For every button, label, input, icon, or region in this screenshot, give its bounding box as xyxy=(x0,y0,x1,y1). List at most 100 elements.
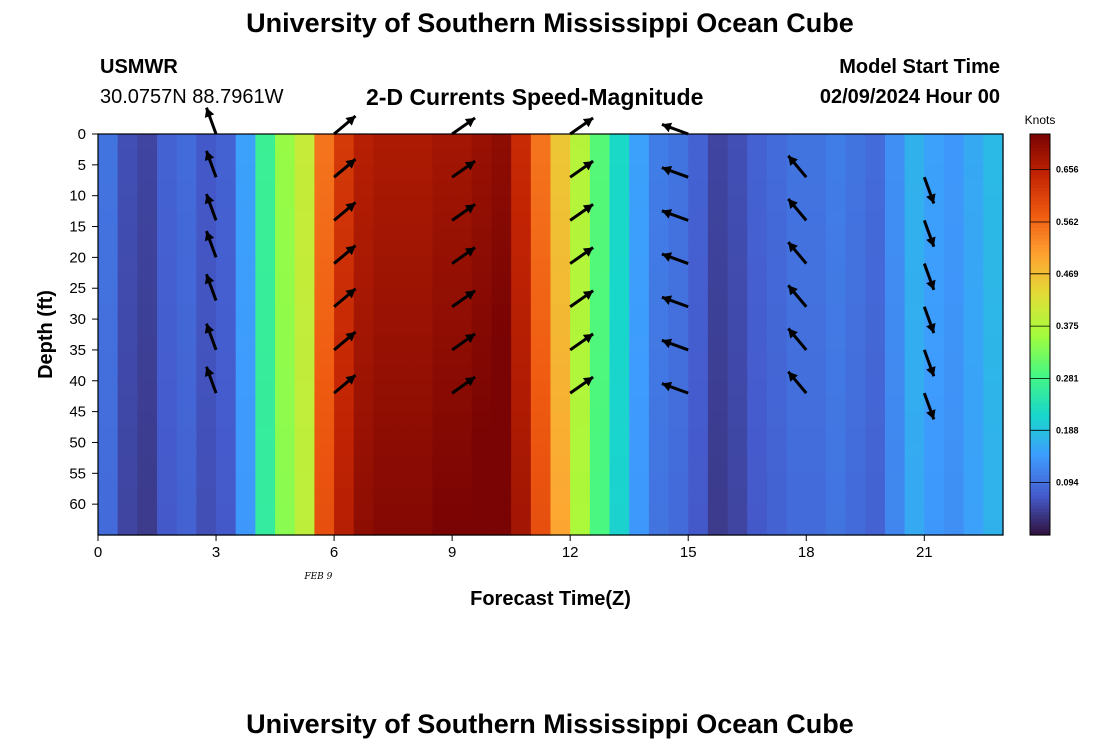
heatmap-cell xyxy=(550,473,571,490)
colorbar-segment xyxy=(1030,287,1050,292)
heatmap-cell xyxy=(629,134,650,151)
colorbar-segment xyxy=(1030,488,1050,493)
heatmap-cell xyxy=(786,457,807,474)
heatmap-cell xyxy=(688,427,709,444)
heatmap-cell xyxy=(825,211,847,228)
heatmap-cell xyxy=(393,303,414,320)
heatmap-cell xyxy=(924,519,945,536)
heatmap-cell xyxy=(98,164,119,181)
heatmap-cell xyxy=(275,226,296,243)
heatmap-cell xyxy=(707,380,729,397)
heatmap-cell xyxy=(491,257,512,274)
heatmap-cell xyxy=(983,241,1004,258)
heatmap-cell xyxy=(570,519,591,536)
heatmap-cell xyxy=(589,334,611,351)
heatmap-cell xyxy=(865,457,886,474)
heatmap-cell xyxy=(412,442,434,459)
heatmap-cell xyxy=(255,319,276,336)
current-vector-head xyxy=(788,328,798,339)
heatmap-cell xyxy=(747,211,768,228)
heatmap-cell xyxy=(98,241,119,258)
heatmap-cell xyxy=(373,149,394,166)
heatmap-cell xyxy=(157,272,178,289)
colorbar-segment xyxy=(1030,247,1050,252)
heatmap-cell xyxy=(176,427,197,444)
heatmap-cell xyxy=(963,380,984,397)
heatmap-cell xyxy=(373,272,394,289)
current-vector-head xyxy=(464,290,476,300)
heatmap-cell xyxy=(235,226,256,243)
heatmap-cell xyxy=(884,134,906,151)
heatmap-cell xyxy=(176,319,197,336)
colorbar-segment xyxy=(1030,461,1050,466)
heatmap-cell xyxy=(255,488,276,505)
heatmap-cell xyxy=(668,226,689,243)
heatmap-cell xyxy=(766,303,788,320)
heatmap-cell xyxy=(412,226,434,243)
heatmap-cell xyxy=(904,195,925,212)
heatmap-cell xyxy=(707,349,729,366)
heatmap-cell xyxy=(353,380,375,397)
heatmap-cell xyxy=(196,396,217,413)
heatmap-cell xyxy=(943,442,965,459)
heatmap-cell xyxy=(983,488,1004,505)
heatmap-cell xyxy=(216,180,237,197)
heatmap-cell xyxy=(570,442,591,459)
heatmap-cell xyxy=(786,442,807,459)
heatmap-cell xyxy=(550,226,571,243)
heatmap-cell xyxy=(766,272,788,289)
heatmap-cell xyxy=(176,257,197,274)
heatmap-cell xyxy=(157,134,178,151)
heatmap-cell xyxy=(216,473,237,490)
current-vector-head xyxy=(582,333,594,344)
heatmap-cell xyxy=(884,241,906,258)
heatmap-cell xyxy=(904,334,925,351)
heatmap-cell xyxy=(865,488,886,505)
heatmap-cell xyxy=(373,427,394,444)
heatmap-cell xyxy=(668,411,689,428)
heatmap-cell xyxy=(196,427,217,444)
heatmap-cell xyxy=(943,149,965,166)
heatmap-cell xyxy=(334,457,355,474)
heatmap-cell xyxy=(98,380,119,397)
heatmap-cell xyxy=(471,164,493,181)
heatmap-cell xyxy=(943,134,965,151)
model-start-label: Model Start Time xyxy=(839,56,1000,78)
heatmap-cell xyxy=(511,442,532,459)
colorbar-segment xyxy=(1030,271,1050,275)
heatmap-cell xyxy=(727,349,748,366)
heatmap-cell xyxy=(707,180,729,197)
heatmap-cell xyxy=(157,473,178,490)
heatmap-cell xyxy=(432,288,453,305)
heatmap-cell xyxy=(216,149,237,166)
heatmap-cell xyxy=(491,349,512,366)
heatmap-cell xyxy=(255,504,276,521)
heatmap-cell xyxy=(530,519,552,536)
heatmap-cell xyxy=(353,149,375,166)
heatmap-cell xyxy=(157,241,178,258)
heatmap-cell xyxy=(471,241,493,258)
heatmap-cell xyxy=(432,411,453,428)
heatmap-cell xyxy=(314,334,335,351)
heatmap-cell xyxy=(255,241,276,258)
heatmap-cell xyxy=(530,488,552,505)
heatmap-cell xyxy=(530,134,552,151)
colorbar-segment xyxy=(1030,297,1050,302)
heatmap-cell xyxy=(117,149,138,166)
heatmap-cell xyxy=(432,272,453,289)
heatmap-cell xyxy=(452,319,473,336)
heatmap-cell xyxy=(924,149,945,166)
heatmap-cell xyxy=(216,272,237,289)
heatmap-cell xyxy=(943,241,965,258)
heatmap-cell xyxy=(432,396,453,413)
heatmap-cell xyxy=(353,272,375,289)
heatmap-cell xyxy=(412,288,434,305)
colorbar-segment xyxy=(1030,478,1050,483)
heatmap-cell xyxy=(98,288,119,305)
heatmap-cell xyxy=(137,195,158,212)
heatmap-cell xyxy=(255,226,276,243)
heatmap-cell xyxy=(373,519,394,536)
heatmap-cell xyxy=(904,457,925,474)
heatmap-cell xyxy=(275,149,296,166)
heatmap-cell xyxy=(373,457,394,474)
